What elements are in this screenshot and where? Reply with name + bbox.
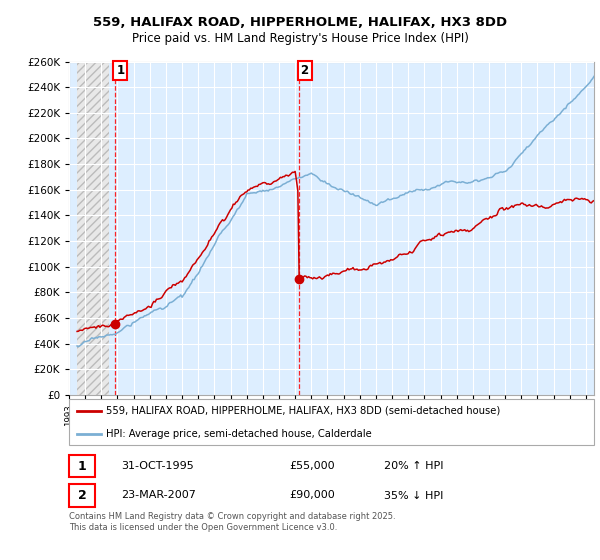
- Text: 23-MAR-2007: 23-MAR-2007: [121, 491, 196, 501]
- Text: 2: 2: [78, 489, 86, 502]
- Text: 1: 1: [116, 64, 124, 77]
- Text: 559, HALIFAX ROAD, HIPPERHOLME, HALIFAX, HX3 8DD: 559, HALIFAX ROAD, HIPPERHOLME, HALIFAX,…: [93, 16, 507, 29]
- FancyBboxPatch shape: [69, 455, 95, 477]
- FancyBboxPatch shape: [69, 484, 95, 507]
- Text: £55,000: £55,000: [290, 461, 335, 471]
- FancyBboxPatch shape: [69, 399, 594, 445]
- Text: Price paid vs. HM Land Registry's House Price Index (HPI): Price paid vs. HM Land Registry's House …: [131, 32, 469, 45]
- Text: 2: 2: [301, 64, 308, 77]
- Text: 20% ↑ HPI: 20% ↑ HPI: [384, 461, 443, 471]
- Text: £90,000: £90,000: [290, 491, 335, 501]
- Text: HPI: Average price, semi-detached house, Calderdale: HPI: Average price, semi-detached house,…: [106, 429, 371, 438]
- Text: Contains HM Land Registry data © Crown copyright and database right 2025.
This d: Contains HM Land Registry data © Crown c…: [69, 512, 395, 532]
- Text: 35% ↓ HPI: 35% ↓ HPI: [384, 491, 443, 501]
- Bar: [77, 62, 109, 395]
- Text: 559, HALIFAX ROAD, HIPPERHOLME, HALIFAX, HX3 8DD (semi-detached house): 559, HALIFAX ROAD, HIPPERHOLME, HALIFAX,…: [106, 406, 500, 416]
- Text: 31-OCT-1995: 31-OCT-1995: [121, 461, 194, 471]
- Text: 1: 1: [78, 460, 86, 473]
